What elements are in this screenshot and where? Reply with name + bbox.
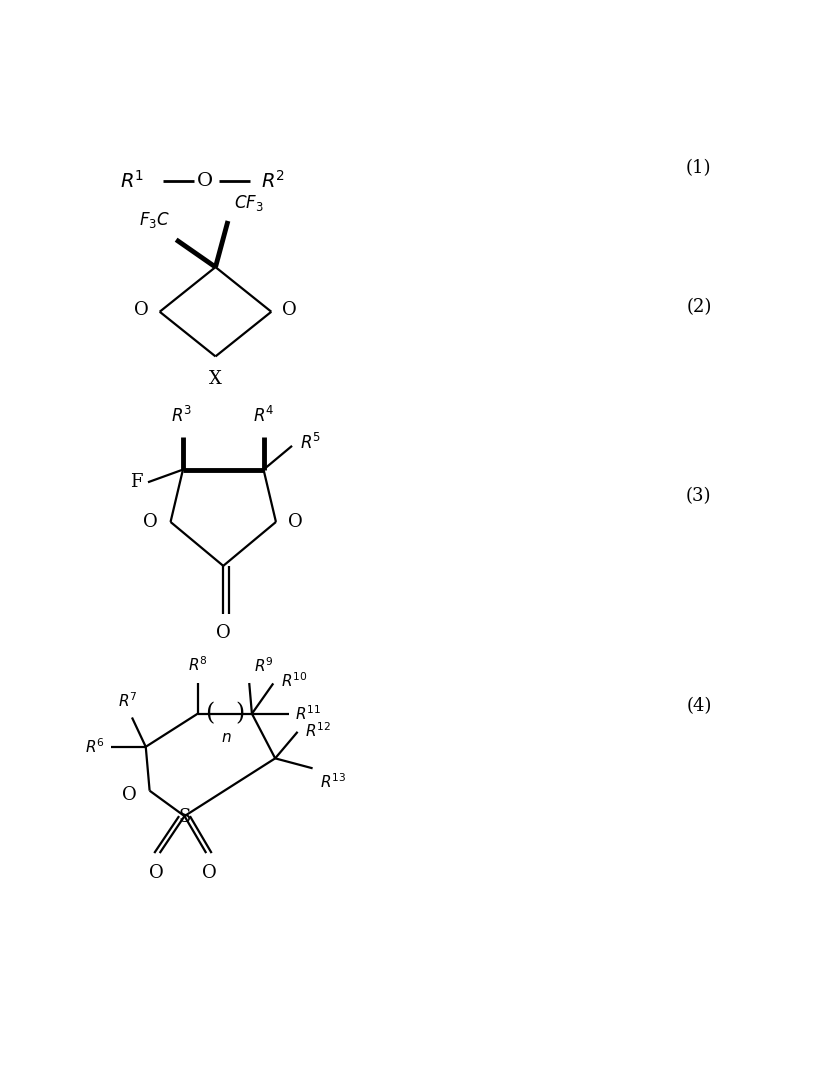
Text: $CF_3$: $CF_3$ bbox=[234, 193, 264, 214]
Text: S: S bbox=[178, 808, 191, 826]
Text: $R^9$: $R^9$ bbox=[254, 656, 274, 676]
Text: $R^{11}$: $R^{11}$ bbox=[295, 704, 322, 723]
Text: $R^6$: $R^6$ bbox=[85, 738, 105, 756]
Text: O: O bbox=[289, 513, 303, 531]
Text: O: O bbox=[134, 301, 148, 319]
Text: $R^5$: $R^5$ bbox=[299, 433, 321, 452]
Text: F: F bbox=[130, 473, 143, 492]
Text: $R^{12}$: $R^{12}$ bbox=[304, 720, 331, 740]
Text: $n$: $n$ bbox=[221, 730, 232, 744]
Text: X: X bbox=[209, 371, 222, 388]
Text: O: O bbox=[202, 864, 217, 882]
Text: (2): (2) bbox=[686, 298, 711, 316]
Text: (4): (4) bbox=[686, 697, 711, 715]
Text: $F_3C$: $F_3C$ bbox=[139, 210, 170, 230]
Text: O: O bbox=[282, 301, 297, 319]
Text: O: O bbox=[149, 864, 164, 882]
Text: (: ( bbox=[205, 702, 214, 725]
Text: $R^7$: $R^7$ bbox=[117, 691, 137, 710]
Text: ): ) bbox=[236, 702, 245, 725]
Text: $R^{13}$: $R^{13}$ bbox=[319, 772, 346, 791]
Text: $R^2$: $R^2$ bbox=[262, 170, 285, 192]
Text: O: O bbox=[122, 786, 137, 804]
Text: $R^{10}$: $R^{10}$ bbox=[281, 671, 308, 690]
Text: $R^8$: $R^8$ bbox=[188, 655, 208, 674]
Text: $R^4$: $R^4$ bbox=[252, 407, 274, 426]
Text: (1): (1) bbox=[686, 159, 711, 178]
Text: $R^1$: $R^1$ bbox=[120, 170, 144, 192]
Text: O: O bbox=[197, 172, 214, 190]
Text: O: O bbox=[216, 625, 231, 642]
Text: (3): (3) bbox=[686, 487, 711, 505]
Text: O: O bbox=[144, 513, 158, 531]
Text: $R^3$: $R^3$ bbox=[171, 407, 192, 426]
